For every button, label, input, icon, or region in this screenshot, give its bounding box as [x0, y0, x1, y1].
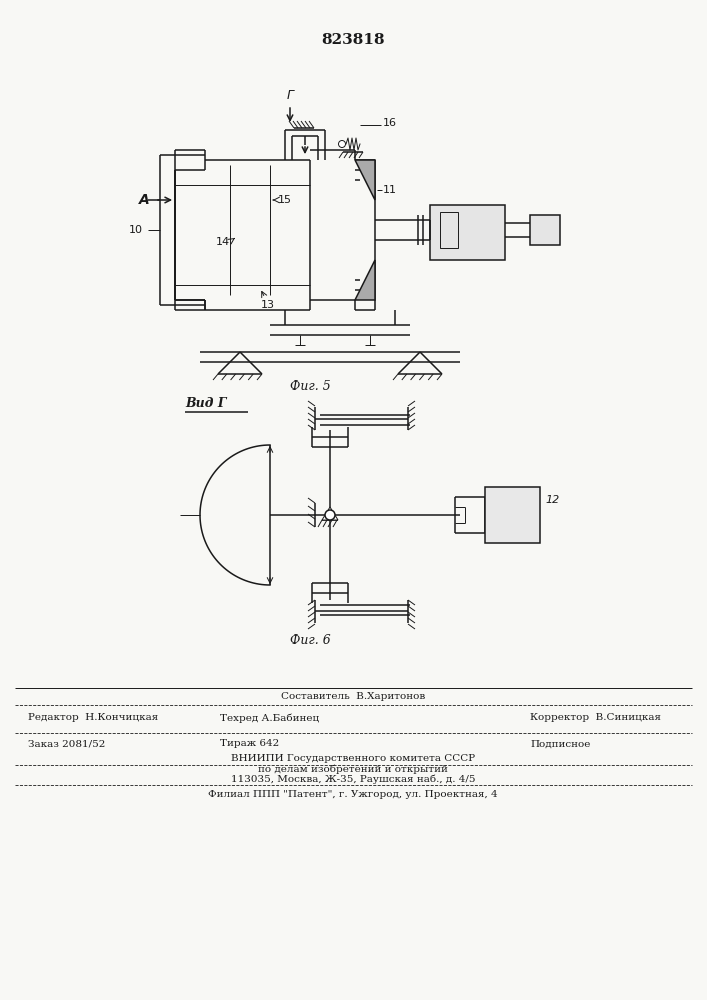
Text: 11: 11	[383, 185, 397, 195]
Text: Заказ 2081/52: Заказ 2081/52	[28, 740, 105, 748]
Text: Тираж 642: Тираж 642	[220, 740, 279, 748]
Text: 12: 12	[545, 495, 559, 505]
Text: 113035, Москва, Ж-35, Раушская наб., д. 4/5: 113035, Москва, Ж-35, Раушская наб., д. …	[230, 774, 475, 784]
Text: Редактор  Н.Кончицкая: Редактор Н.Кончицкая	[28, 714, 158, 722]
Text: 823818: 823818	[321, 33, 385, 47]
Polygon shape	[355, 260, 375, 300]
Polygon shape	[322, 507, 338, 520]
Bar	[430, 205, 505, 260]
Polygon shape	[355, 160, 375, 200]
Text: 14: 14	[216, 237, 230, 247]
Text: Филиал ППП "Патент", г. Ужгород, ул. Проектная, 4: Филиал ППП "Патент", г. Ужгород, ул. Про…	[208, 790, 498, 799]
Text: 15: 15	[278, 195, 292, 205]
Text: Г: Г	[286, 89, 293, 102]
Text: Фиг. 5: Фиг. 5	[290, 380, 330, 393]
Bar	[530, 215, 560, 245]
Text: 10: 10	[129, 225, 143, 235]
Circle shape	[325, 510, 335, 520]
Text: Вид Г: Вид Г	[185, 397, 226, 410]
Text: по делам изобретений и открытий: по делам изобретений и открытий	[258, 764, 448, 774]
Text: Подписное: Подписное	[530, 740, 590, 748]
Text: Корректор  В.Синицкая: Корректор В.Синицкая	[530, 714, 661, 722]
Text: Составитель  В.Харитонов: Составитель В.Харитонов	[281, 692, 425, 701]
Circle shape	[339, 140, 346, 147]
Text: 16: 16	[383, 118, 397, 128]
Text: Техред А.Бабинец: Техред А.Бабинец	[220, 713, 320, 723]
Bar	[440, 212, 458, 248]
Text: 13: 13	[261, 300, 275, 310]
Text: А: А	[139, 193, 150, 207]
Text: ВНИИПИ Государственного комитета СССР: ВНИИПИ Государственного комитета СССР	[231, 754, 475, 763]
Bar	[485, 487, 540, 543]
Text: Фиг. 6: Фиг. 6	[290, 634, 330, 647]
